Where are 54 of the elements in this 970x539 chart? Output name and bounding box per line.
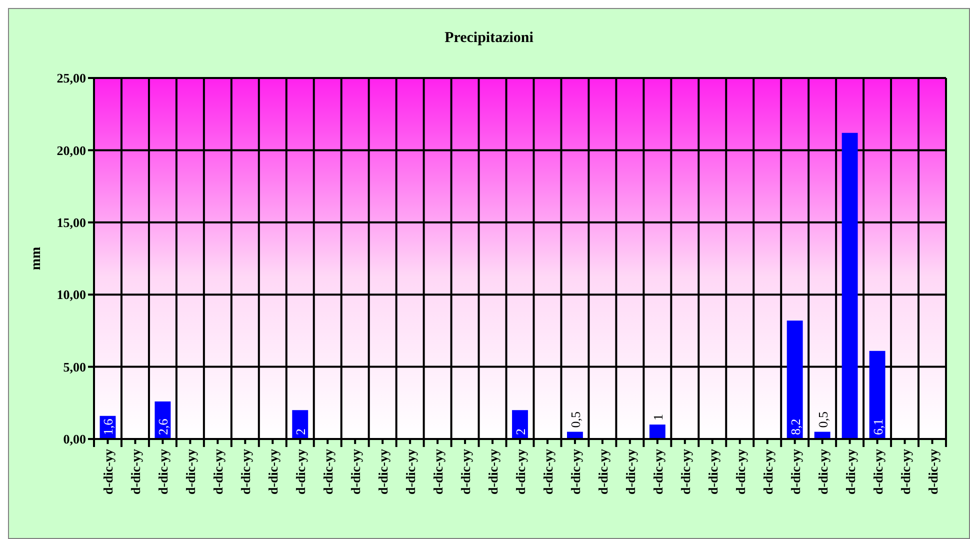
x-tick-label: d-dic-yy	[210, 448, 226, 494]
x-tick-label: d-dic-yy	[842, 448, 858, 494]
bar	[649, 424, 666, 439]
x-tick-label: d-dic-yy	[403, 448, 418, 494]
x-tick-label: d-dic-yy	[568, 448, 583, 494]
data-label: 0,5	[568, 412, 583, 428]
chart-title: Precipitazioni	[444, 30, 534, 46]
y-tick-label: 25,00	[56, 70, 86, 86]
y-tick-label: 5,00	[63, 359, 86, 374]
x-tick-label: d-dic-yy	[486, 448, 501, 494]
x-tick-label: d-dic-yy	[128, 448, 144, 494]
x-tick-label: d-dic-yy	[293, 448, 308, 494]
x-tick-label: d-dic-yy	[540, 448, 556, 494]
data-label: 6,1	[870, 418, 886, 435]
x-tick-label: d-dic-yy	[760, 448, 776, 494]
x-tick-label: d-dic-yy	[430, 448, 446, 494]
x-tick-label: d-dic-yy	[376, 448, 391, 494]
bar	[842, 132, 858, 439]
data-label: 1	[650, 414, 666, 421]
y-tick-label: 15,00	[56, 214, 86, 230]
data-label: 2,6	[156, 418, 171, 435]
x-tick-label: d-dic-yy	[678, 448, 693, 494]
x-tick-label: d-dic-yy	[238, 448, 254, 494]
x-tick-label: d-dic-yy	[898, 448, 913, 494]
bar	[786, 320, 803, 439]
x-tick-label: d-dic-yy	[732, 448, 748, 494]
x-tick-label: d-dic-yy	[513, 448, 528, 494]
data-label: 0,5	[815, 412, 830, 428]
x-tick-label: d-dic-yy	[458, 448, 474, 494]
x-tick-label: d-dic-yy	[925, 448, 940, 494]
x-tick-label: d-dic-yy	[348, 448, 364, 494]
x-tick-label: d-dic-yy	[266, 448, 281, 494]
bar	[292, 410, 308, 439]
bar	[512, 410, 528, 439]
x-tick-label: d-dic-yy	[622, 448, 638, 494]
y-tick-label: 10,00	[56, 287, 86, 302]
x-tick-label: d-dic-yy	[183, 448, 198, 494]
x-tick-label: d-dic-yy	[815, 448, 830, 494]
x-tick-label: d-dic-yy	[788, 448, 803, 494]
bar	[869, 350, 886, 439]
x-tick-label: d-dic-yy	[705, 448, 720, 494]
y-axis-title: mm	[29, 246, 44, 270]
data-label: 2	[293, 428, 308, 435]
y-tick-label: 20,00	[56, 142, 86, 158]
x-tick-label: d-dic-yy	[650, 448, 666, 494]
data-label: 2	[513, 428, 528, 435]
y-tick-label: 0,00	[63, 432, 86, 447]
x-tick-label: d-dic-yy	[156, 448, 171, 494]
data-label: 1,6	[100, 418, 116, 435]
x-tick-label: d-dic-yy	[320, 448, 336, 494]
x-tick-label: d-dic-yy	[870, 448, 886, 494]
x-tick-label: d-dic-yy	[100, 448, 116, 494]
x-tick-label: d-dic-yy	[595, 448, 610, 494]
data-label: 8,2	[788, 418, 803, 435]
